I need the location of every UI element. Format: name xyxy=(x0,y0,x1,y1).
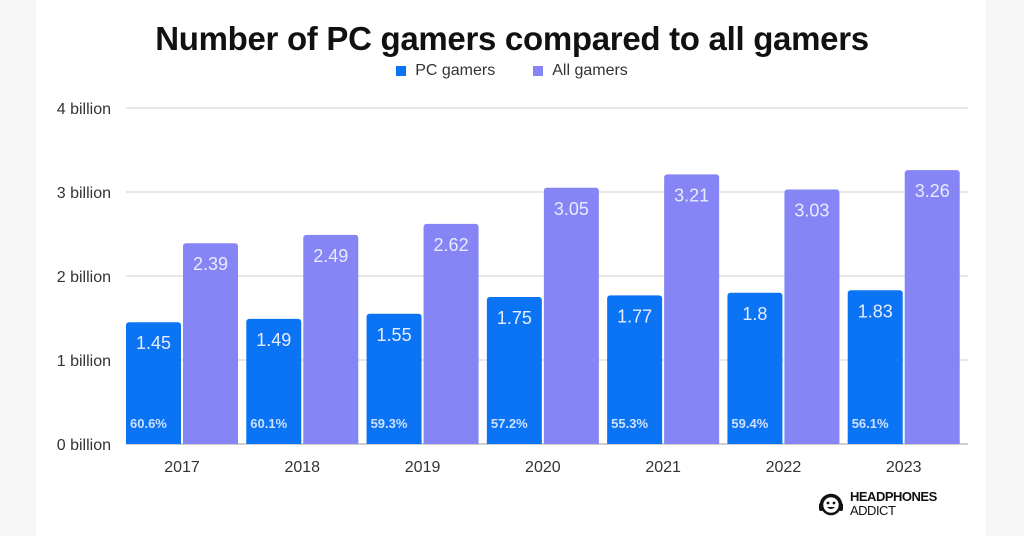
bar-base xyxy=(183,440,238,444)
chart-title: Number of PC gamers compared to all game… xyxy=(155,20,869,57)
x-tick-label: 2023 xyxy=(886,459,922,476)
bar-share-label: 60.1% xyxy=(250,416,287,431)
legend-item-pc-gamers: PC gamers xyxy=(396,62,495,80)
bar-value-label: 3.05 xyxy=(554,199,589,219)
bar-base xyxy=(847,440,903,444)
x-tick-label: 2019 xyxy=(405,459,441,476)
y-axis: 0 billion 1 billion 2 billion 3 billion 4 bi… xyxy=(57,101,111,454)
bar-value-label: 1.75 xyxy=(497,308,532,328)
bar-pc-gamers xyxy=(607,295,663,444)
bar-pc-gamers xyxy=(126,322,181,444)
bar-pc-gamers xyxy=(847,290,903,444)
bar-value-label: 2.62 xyxy=(434,235,469,255)
bar-base xyxy=(423,440,479,444)
legend: PC gamers All gamers xyxy=(0,62,1024,80)
legend-swatch-pc-gamers xyxy=(396,66,407,76)
bar-pc-gamers xyxy=(486,297,542,444)
bar-share-label: 59.3% xyxy=(371,416,408,431)
bar-value-label: 3.26 xyxy=(915,181,950,201)
headphones-addict-logo: HEADPHONES ADDICT xyxy=(818,490,937,518)
bar-share-label: 59.4% xyxy=(731,416,768,431)
bar-base xyxy=(303,440,359,444)
bar-value-label: 3.03 xyxy=(794,200,829,220)
bar-pc-gamers xyxy=(366,313,422,444)
bar-value-label: 1.77 xyxy=(617,306,652,326)
bar-all-gamers xyxy=(904,170,960,444)
legend-label-pc-gamers: PC gamers xyxy=(415,62,496,79)
bar-value-label: 1.8 xyxy=(742,304,767,324)
y-tick-label: 0 billion xyxy=(57,437,111,454)
bar-value-label: 1.83 xyxy=(858,301,893,321)
bar-base xyxy=(126,440,181,444)
bar-share-label: 60.6% xyxy=(130,416,167,431)
bar-all-gamers xyxy=(784,189,840,444)
legend-label-all-gamers: All gamers xyxy=(552,62,628,79)
bar-pc-gamers xyxy=(246,318,302,444)
bar-value-label: 2.49 xyxy=(313,246,348,266)
bar-value-label: 2.39 xyxy=(193,254,228,274)
x-axis: 2017 2018 2019 2020 2021 2022 2023 xyxy=(164,459,921,476)
x-tick-label: 2017 xyxy=(164,459,200,476)
bar-base xyxy=(366,440,422,444)
bar-base xyxy=(784,440,840,444)
bar-all-gamers xyxy=(664,174,720,445)
bar-all-gamers xyxy=(303,234,359,444)
bar-share-label: 55.3% xyxy=(611,416,648,431)
bar-value-label: 3.21 xyxy=(674,185,709,205)
bar-share-label: 56.1% xyxy=(852,416,889,431)
y-tick-label: 3 billion xyxy=(57,185,111,202)
x-tick-label: 2020 xyxy=(525,459,561,476)
bar-base xyxy=(486,440,542,444)
bar-value-label: 1.45 xyxy=(136,333,171,353)
bar-value-label: 1.49 xyxy=(256,330,291,350)
bar-all-gamers xyxy=(183,243,238,444)
logo-text-line1: HEADPHONES xyxy=(850,489,937,504)
x-tick-label: 2021 xyxy=(645,459,681,476)
headphones-face-icon xyxy=(819,493,843,516)
bar-base xyxy=(607,440,663,444)
bar-all-gamers xyxy=(543,187,599,445)
bar-value-label: 1.55 xyxy=(377,325,412,345)
bars: 1.45 60.6% 2.39 1.49 60.1% 2.49 1.55 59.3% 2.62 1… xyxy=(126,170,960,445)
x-tick-label: 2018 xyxy=(284,459,320,476)
bar-base xyxy=(543,440,599,444)
bar-share-label: 57.2% xyxy=(491,416,528,431)
bar-all-gamers xyxy=(423,223,479,444)
y-tick-label: 1 billion xyxy=(57,353,111,370)
bar-base xyxy=(664,440,720,444)
y-tick-label: 2 billion xyxy=(57,269,111,286)
bar-pc-gamers xyxy=(727,292,783,444)
legend-swatch-all-gamers xyxy=(533,66,544,76)
bar-base xyxy=(727,440,783,444)
bar-base xyxy=(246,440,302,444)
y-tick-label: 4 billion xyxy=(57,101,111,118)
x-tick-label: 2022 xyxy=(766,459,802,476)
bar-base xyxy=(904,440,960,444)
logo-text-line2: ADDICT xyxy=(850,503,896,518)
legend-item-all-gamers: All gamers xyxy=(533,62,628,80)
